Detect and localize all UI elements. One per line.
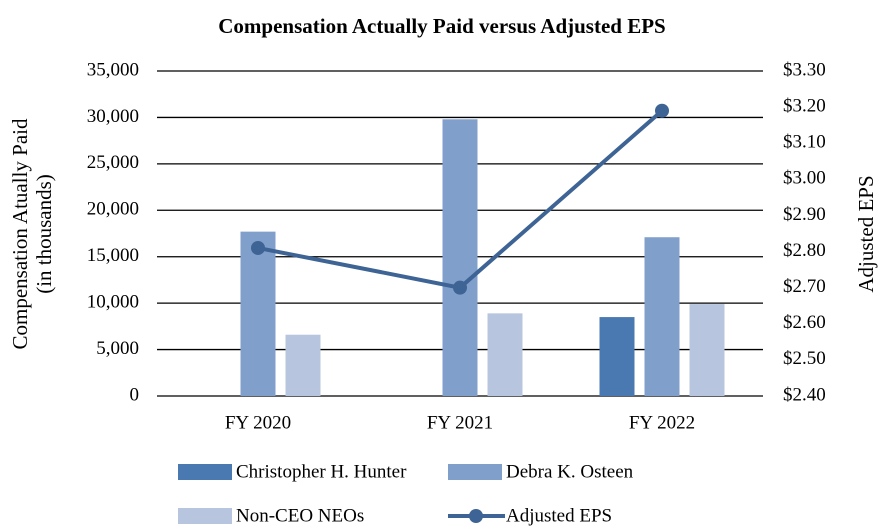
y-tick-label: 30,000 [87, 106, 139, 127]
bar [689, 304, 725, 396]
legend-swatch [178, 508, 232, 524]
y2-tick-label: $3.30 [783, 59, 826, 80]
y2-tick-label: $2.60 [783, 312, 826, 333]
line-marker [251, 240, 265, 255]
y2-tick-label: $3.10 [783, 132, 826, 153]
line-marker [453, 280, 467, 295]
legend-label: Christopher H. Hunter [236, 461, 407, 482]
chart-title: Compensation Actually Paid versus Adjust… [218, 14, 665, 38]
bar [487, 313, 523, 396]
x-tick-label: FY 2021 [427, 412, 493, 433]
bar [442, 119, 478, 397]
bar [285, 334, 321, 396]
y2-tick-label: $3.20 [783, 95, 826, 116]
bar [644, 237, 680, 396]
bar [599, 317, 635, 396]
legend-marker [469, 509, 483, 523]
y2-tick-label: $2.40 [783, 384, 826, 405]
y2-tick-label: $2.70 [783, 276, 826, 297]
y-tick-label: 15,000 [87, 245, 139, 266]
line-marker [655, 103, 669, 118]
bar [240, 231, 276, 396]
x-tick-label: FY 2022 [629, 412, 695, 433]
y-axis-title: Compensation Atually Paid [8, 118, 32, 349]
y2-tick-label: $2.90 [783, 204, 826, 225]
y-tick-label: 5,000 [96, 338, 139, 359]
legend-label: Adjusted EPS [506, 505, 612, 526]
y-tick-label: 20,000 [87, 199, 139, 220]
x-tick-label: FY 2020 [225, 412, 291, 433]
y-axis-title: (in thousands) [32, 174, 56, 294]
y2-tick-label: $2.80 [783, 240, 826, 261]
legend-swatch [178, 464, 232, 480]
legend-label: Debra K. Osteen [506, 461, 634, 482]
legend-swatch [448, 464, 502, 480]
y-tick-label: 25,000 [87, 152, 139, 173]
y-tick-label: 0 [130, 384, 140, 405]
legend-label: Non-CEO NEOs [236, 505, 364, 526]
y-tick-label: 10,000 [87, 292, 139, 313]
y2-axis-title: Adjusted EPS [854, 175, 878, 292]
y2-tick-label: $2.50 [783, 348, 826, 369]
y-tick-label: 35,000 [87, 59, 139, 80]
y2-tick-label: $3.00 [783, 168, 826, 189]
